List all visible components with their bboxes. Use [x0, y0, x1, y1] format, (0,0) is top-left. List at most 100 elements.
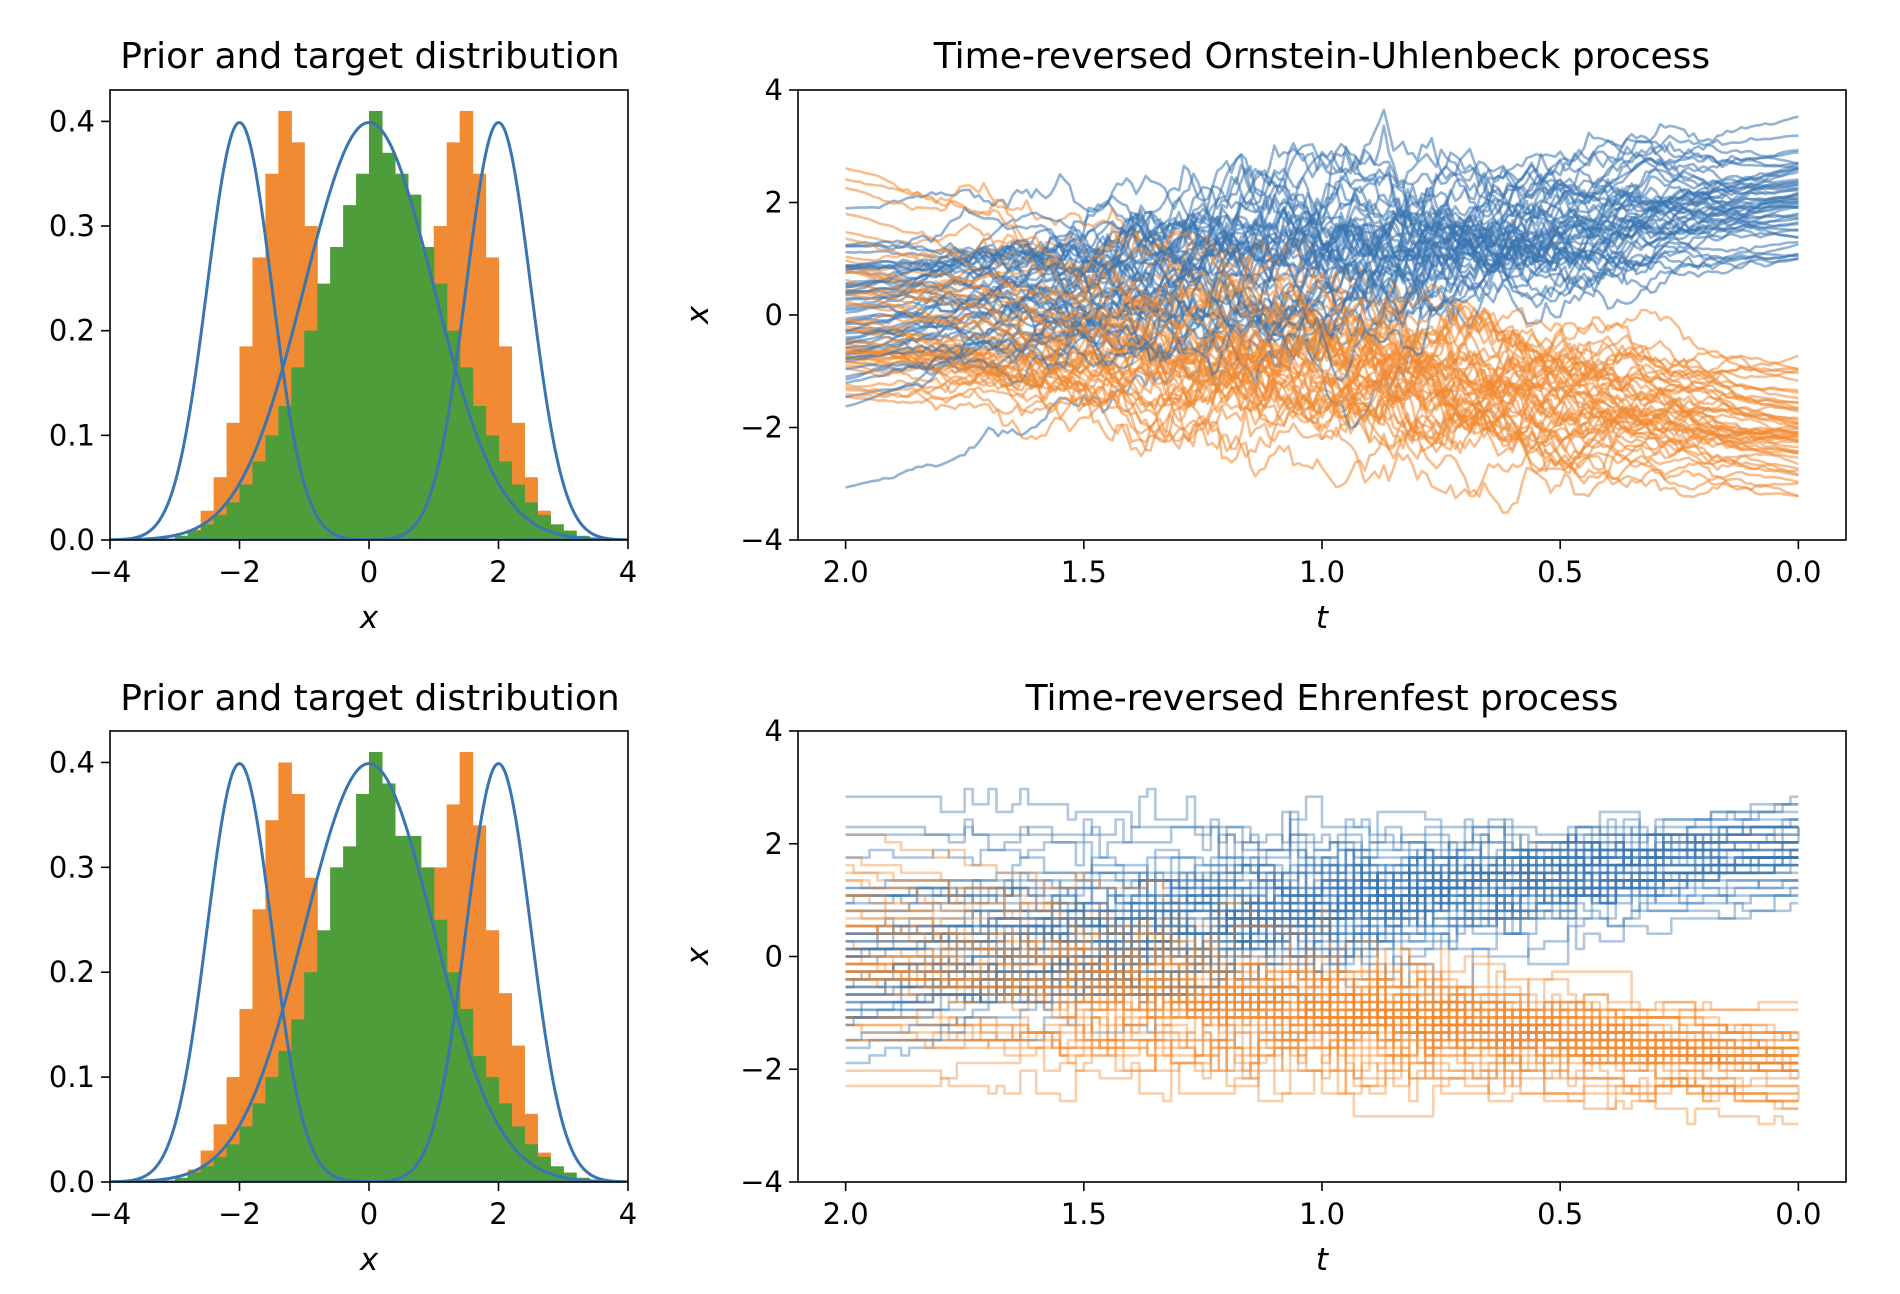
sample-path-orange	[845, 909, 1800, 1094]
sample-path-blue	[845, 825, 1799, 928]
x-tick-label: 0	[360, 555, 378, 589]
histogram-bar-green	[537, 1156, 551, 1182]
y-tick-label: 0.3	[49, 209, 95, 243]
histogram-bar-green	[343, 205, 357, 540]
histogram-bar-green	[226, 502, 241, 540]
histogram-bar-green	[213, 514, 228, 540]
sample-path-blue	[845, 818, 1799, 875]
y-tick-label: 4	[765, 73, 783, 107]
sample-path-orange	[845, 354, 1799, 515]
sample-path-orange	[845, 924, 1799, 1042]
sample-path-blue	[845, 795, 1799, 981]
y-tick-label: 0.0	[49, 1165, 95, 1199]
histogram-bar-green	[356, 793, 370, 1182]
sample-path-orange	[845, 871, 1800, 1042]
sample-path-orange	[845, 962, 1799, 1072]
sample-path-orange	[845, 993, 1800, 1057]
x-tick-label: −2	[218, 1197, 261, 1231]
sample-path-blue	[845, 856, 1799, 935]
sample-path-blue	[845, 886, 1799, 996]
sample-path-orange	[845, 856, 1799, 1065]
y-tick-label: 0.3	[49, 850, 95, 884]
y-tick-label: −2	[740, 411, 783, 445]
sample-path-orange	[845, 962, 1799, 1065]
sample-path-blue	[845, 833, 1799, 958]
histogram-bar-green	[343, 846, 357, 1182]
sample-path-orange	[845, 947, 1799, 1072]
sample-path-blue	[845, 803, 1799, 905]
sample-path-blue	[845, 856, 1799, 981]
sample-path-orange	[845, 1054, 1799, 1118]
sample-path-orange	[845, 978, 1799, 1072]
sample-path-orange	[845, 1008, 1800, 1102]
x-tick-label: 1.0	[1299, 555, 1345, 589]
sample-path-blue	[845, 810, 1799, 943]
sample-path-orange	[845, 359, 1799, 455]
x-tick-label: −4	[89, 1197, 132, 1231]
sample-path-blue	[845, 192, 1799, 321]
sample-path-orange	[845, 1023, 1799, 1080]
sample-path-orange	[845, 1038, 1799, 1103]
histogram-bar-green	[187, 530, 202, 540]
sample-path-blue	[845, 863, 1799, 989]
histogram-bar-green	[187, 1172, 202, 1182]
sample-path-blue	[845, 187, 1799, 333]
sample-path-orange	[845, 955, 1799, 1065]
y-tick-label: 0.4	[49, 745, 95, 779]
sample-path-blue	[845, 834, 1800, 966]
sample-path-orange	[845, 833, 1799, 1042]
y-tick-label: 0.1	[49, 418, 95, 452]
axis-ticks: −4 −2 0 2 4 0.0 0.1 0.2 0.3 0.4	[49, 745, 637, 1231]
histogram-bar-green	[369, 751, 383, 1182]
chart-title: Time-reversed Ornstein-Uhlenbeck process	[933, 36, 1710, 77]
sample-path-orange	[845, 1023, 1799, 1103]
sample-path-orange	[845, 978, 1800, 1080]
histogram-bar-green	[498, 1103, 513, 1182]
x-axis-label: t	[1316, 1242, 1330, 1278]
sample-path-orange	[845, 1016, 1799, 1080]
sample-path-blue	[845, 827, 1800, 973]
sample-path-blue	[845, 848, 1799, 1019]
sample-path-orange	[845, 924, 1799, 1057]
histogram-bar-green	[420, 246, 435, 540]
histogram-bar-green	[459, 1008, 474, 1182]
sample-path-orange	[845, 924, 1799, 1042]
sample-path-orange	[845, 970, 1799, 1057]
histogram-bar-green	[459, 367, 474, 540]
sample-path-orange	[845, 962, 1799, 1034]
sample-path-blue	[845, 825, 1799, 996]
y-tick-label: 0	[765, 298, 783, 332]
sample-path-orange	[845, 962, 1799, 1057]
sample-path-blue	[845, 132, 1799, 282]
x-tick-label: 0.0	[1775, 555, 1821, 589]
histogram-bar-green	[446, 330, 461, 540]
sample-path-blue	[845, 863, 1799, 913]
sample-path-blue	[845, 184, 1799, 295]
x-tick-label: 2	[489, 1197, 507, 1231]
sample-path-orange	[845, 955, 1799, 1065]
histogram-bar-green	[265, 1077, 279, 1182]
y-tick-label: 2	[765, 186, 783, 220]
sample-path-orange	[845, 978, 1799, 1019]
histogram-bar-green	[472, 1056, 487, 1182]
sample-path-orange	[845, 289, 1799, 442]
sample-path-blue	[845, 841, 1799, 905]
histogram-bar-green	[394, 835, 409, 1182]
sample-path-blue	[845, 901, 1799, 1065]
x-tick-label: 1.5	[1061, 1197, 1107, 1231]
histogram-bar-green	[304, 330, 318, 540]
sample-path-blue	[845, 871, 1799, 943]
sample-path-orange	[845, 962, 1799, 1034]
histogram-bar-green	[537, 514, 551, 540]
histogram-bar-green	[226, 1144, 241, 1182]
ehrenfest-process-paths: Time-reversed Ehrenfest process 2.0 1.5 1.…	[680, 678, 1847, 1278]
histogram-bar-green	[381, 783, 396, 1182]
sample-path-blue	[845, 825, 1799, 897]
histogram-bar-green	[252, 1103, 266, 1182]
sample-path-blue	[845, 848, 1799, 951]
chart-title: Prior and target distribution	[120, 36, 619, 77]
sample-path-blue	[845, 856, 1799, 958]
histogram-bar-green	[420, 867, 435, 1182]
sample-path-blue	[845, 841, 1799, 875]
histogram-bar-green	[200, 524, 215, 540]
